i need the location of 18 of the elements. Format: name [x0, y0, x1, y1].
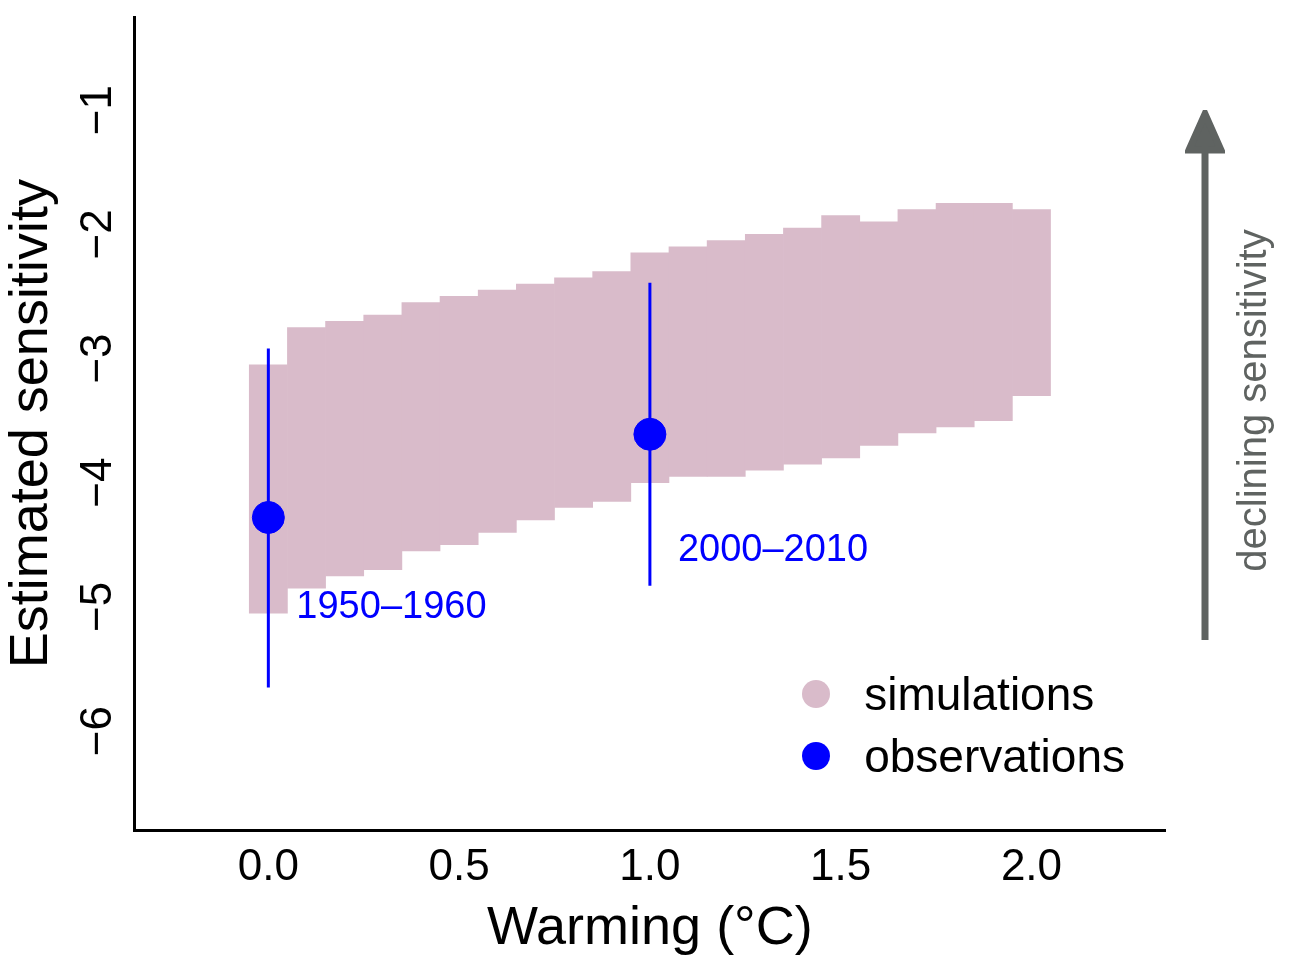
annotation: 1950–1960 [296, 584, 487, 627]
x-axis-title: Warming (°C) [487, 895, 813, 956]
y-tick-label: −6 [70, 705, 120, 757]
x-tick-label: 2.0 [1000, 839, 1063, 889]
y-tick-label: −2 [70, 209, 120, 260]
y-tick-label: −1 [70, 85, 120, 136]
x-tick-label: 0.5 [428, 839, 490, 889]
y-tick-label: −4 [70, 457, 120, 508]
y-tick-label: −5 [70, 581, 120, 632]
x-tick-label: 1.0 [619, 839, 681, 889]
legend-label: observations [864, 729, 1125, 784]
text: declining sensitivity [1229, 228, 1275, 572]
y-axis-title: Estimated sensitivity [0, 179, 59, 669]
y-tick-label: −3 [70, 333, 120, 384]
annotation: 2000–2010 [677, 527, 869, 570]
x-tick-label: 1.5 [810, 839, 872, 889]
x-tick-label: 0.0 [237, 839, 299, 889]
legend-label: simulations [864, 667, 1095, 722]
